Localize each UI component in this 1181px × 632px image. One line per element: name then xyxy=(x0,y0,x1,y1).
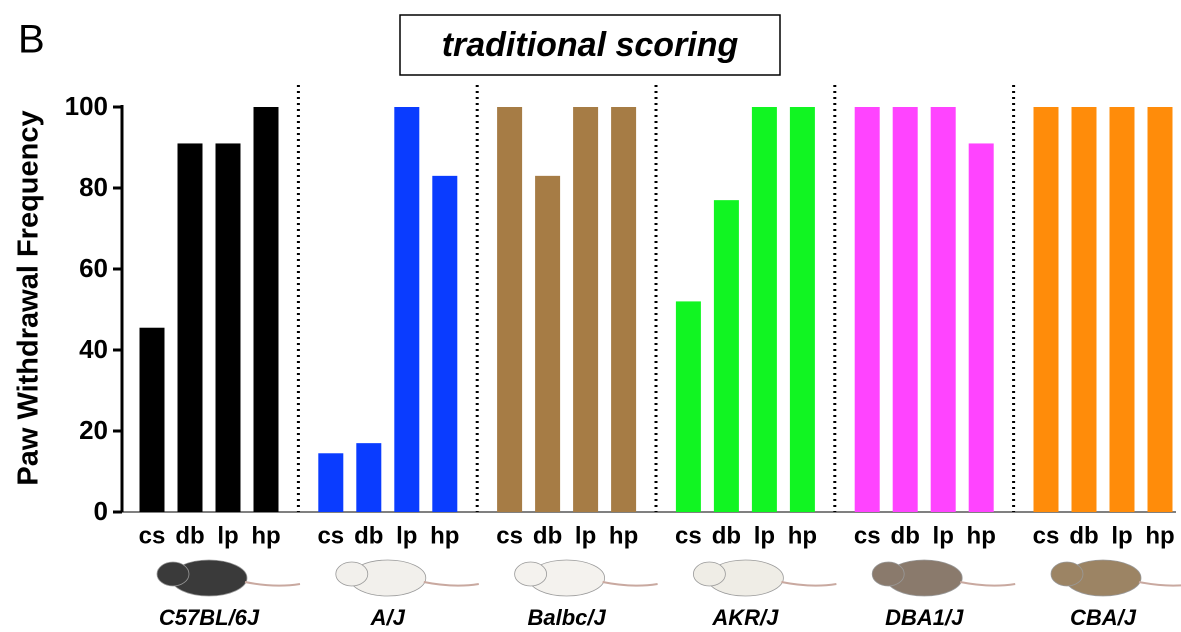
mouse-tail xyxy=(245,582,300,586)
group-label: C57BL/6J xyxy=(159,605,260,630)
x-tick-label: db xyxy=(175,522,204,549)
x-tick-label: db xyxy=(1069,522,1098,549)
mouse-tail xyxy=(603,582,658,586)
bar xyxy=(432,176,457,512)
x-tick-label: db xyxy=(354,522,383,549)
x-tick-label: lp xyxy=(1111,522,1132,549)
x-tick-label: lp xyxy=(754,522,775,549)
x-tick-label: lp xyxy=(575,522,596,549)
group-label: A/J xyxy=(370,605,406,630)
panel-label: B xyxy=(18,18,45,62)
x-tick-label: cs xyxy=(496,522,523,549)
bar xyxy=(535,176,560,512)
bar xyxy=(356,443,381,512)
x-tick-label: hp xyxy=(430,522,459,549)
bar xyxy=(969,143,994,512)
bar xyxy=(318,453,343,512)
y-tick-label: 0 xyxy=(94,496,108,526)
bar xyxy=(497,107,522,512)
x-tick-label: cs xyxy=(854,522,881,549)
mouse-head xyxy=(157,562,189,586)
x-tick-label: cs xyxy=(139,522,166,549)
bar xyxy=(254,107,279,512)
bar xyxy=(178,143,203,512)
bar xyxy=(216,143,241,512)
x-tick-label: db xyxy=(891,522,920,549)
y-tick-label: 40 xyxy=(79,334,108,364)
bar xyxy=(1148,107,1173,512)
x-tick-label: lp xyxy=(217,522,238,549)
mouse-head xyxy=(515,562,547,586)
bar xyxy=(931,107,956,512)
chart-title: traditional scoring xyxy=(442,26,739,64)
x-tick-label: lp xyxy=(933,522,954,549)
x-tick-label: hp xyxy=(251,522,280,549)
group-label: CBA/J xyxy=(1070,605,1137,630)
group-label: AKR/J xyxy=(711,605,779,630)
x-tick-label: cs xyxy=(675,522,702,549)
x-tick-label: hp xyxy=(788,522,817,549)
bar xyxy=(714,200,739,512)
mouse-tail xyxy=(781,582,836,586)
x-tick-label: hp xyxy=(1145,522,1174,549)
y-tick-label: 100 xyxy=(65,91,108,121)
mouse-head xyxy=(336,562,368,586)
bar xyxy=(893,107,918,512)
y-axis-label: Paw Withdrawal Frequency xyxy=(13,110,45,485)
bar xyxy=(394,107,419,512)
x-tick-label: cs xyxy=(1033,522,1060,549)
bar xyxy=(676,301,701,512)
bar xyxy=(140,328,165,512)
mouse-head xyxy=(1051,562,1083,586)
x-tick-label: cs xyxy=(317,522,344,549)
x-tick-label: hp xyxy=(609,522,638,549)
x-tick-label: hp xyxy=(967,522,996,549)
bar xyxy=(855,107,880,512)
bar xyxy=(752,107,777,512)
bar xyxy=(1034,107,1059,512)
y-tick-label: 20 xyxy=(79,415,108,445)
bar xyxy=(1110,107,1135,512)
mouse-head xyxy=(693,562,725,586)
chart: B traditional scoring Paw Withdrawal Fre… xyxy=(0,0,1181,632)
bar xyxy=(573,107,598,512)
mouse-tail xyxy=(1139,582,1181,586)
group-label: DBA1/J xyxy=(885,605,964,630)
x-tick-label: db xyxy=(712,522,741,549)
y-tick-label: 80 xyxy=(79,172,108,202)
bar xyxy=(611,107,636,512)
group-label: Balbc/J xyxy=(527,605,606,630)
x-tick-label: db xyxy=(533,522,562,549)
bar xyxy=(790,107,815,512)
x-tick-label: lp xyxy=(396,522,417,549)
y-tick-label: 60 xyxy=(79,253,108,283)
mouse-tail xyxy=(960,582,1015,586)
mouse-tail xyxy=(424,582,479,586)
bar xyxy=(1072,107,1097,512)
mouse-head xyxy=(872,562,904,586)
